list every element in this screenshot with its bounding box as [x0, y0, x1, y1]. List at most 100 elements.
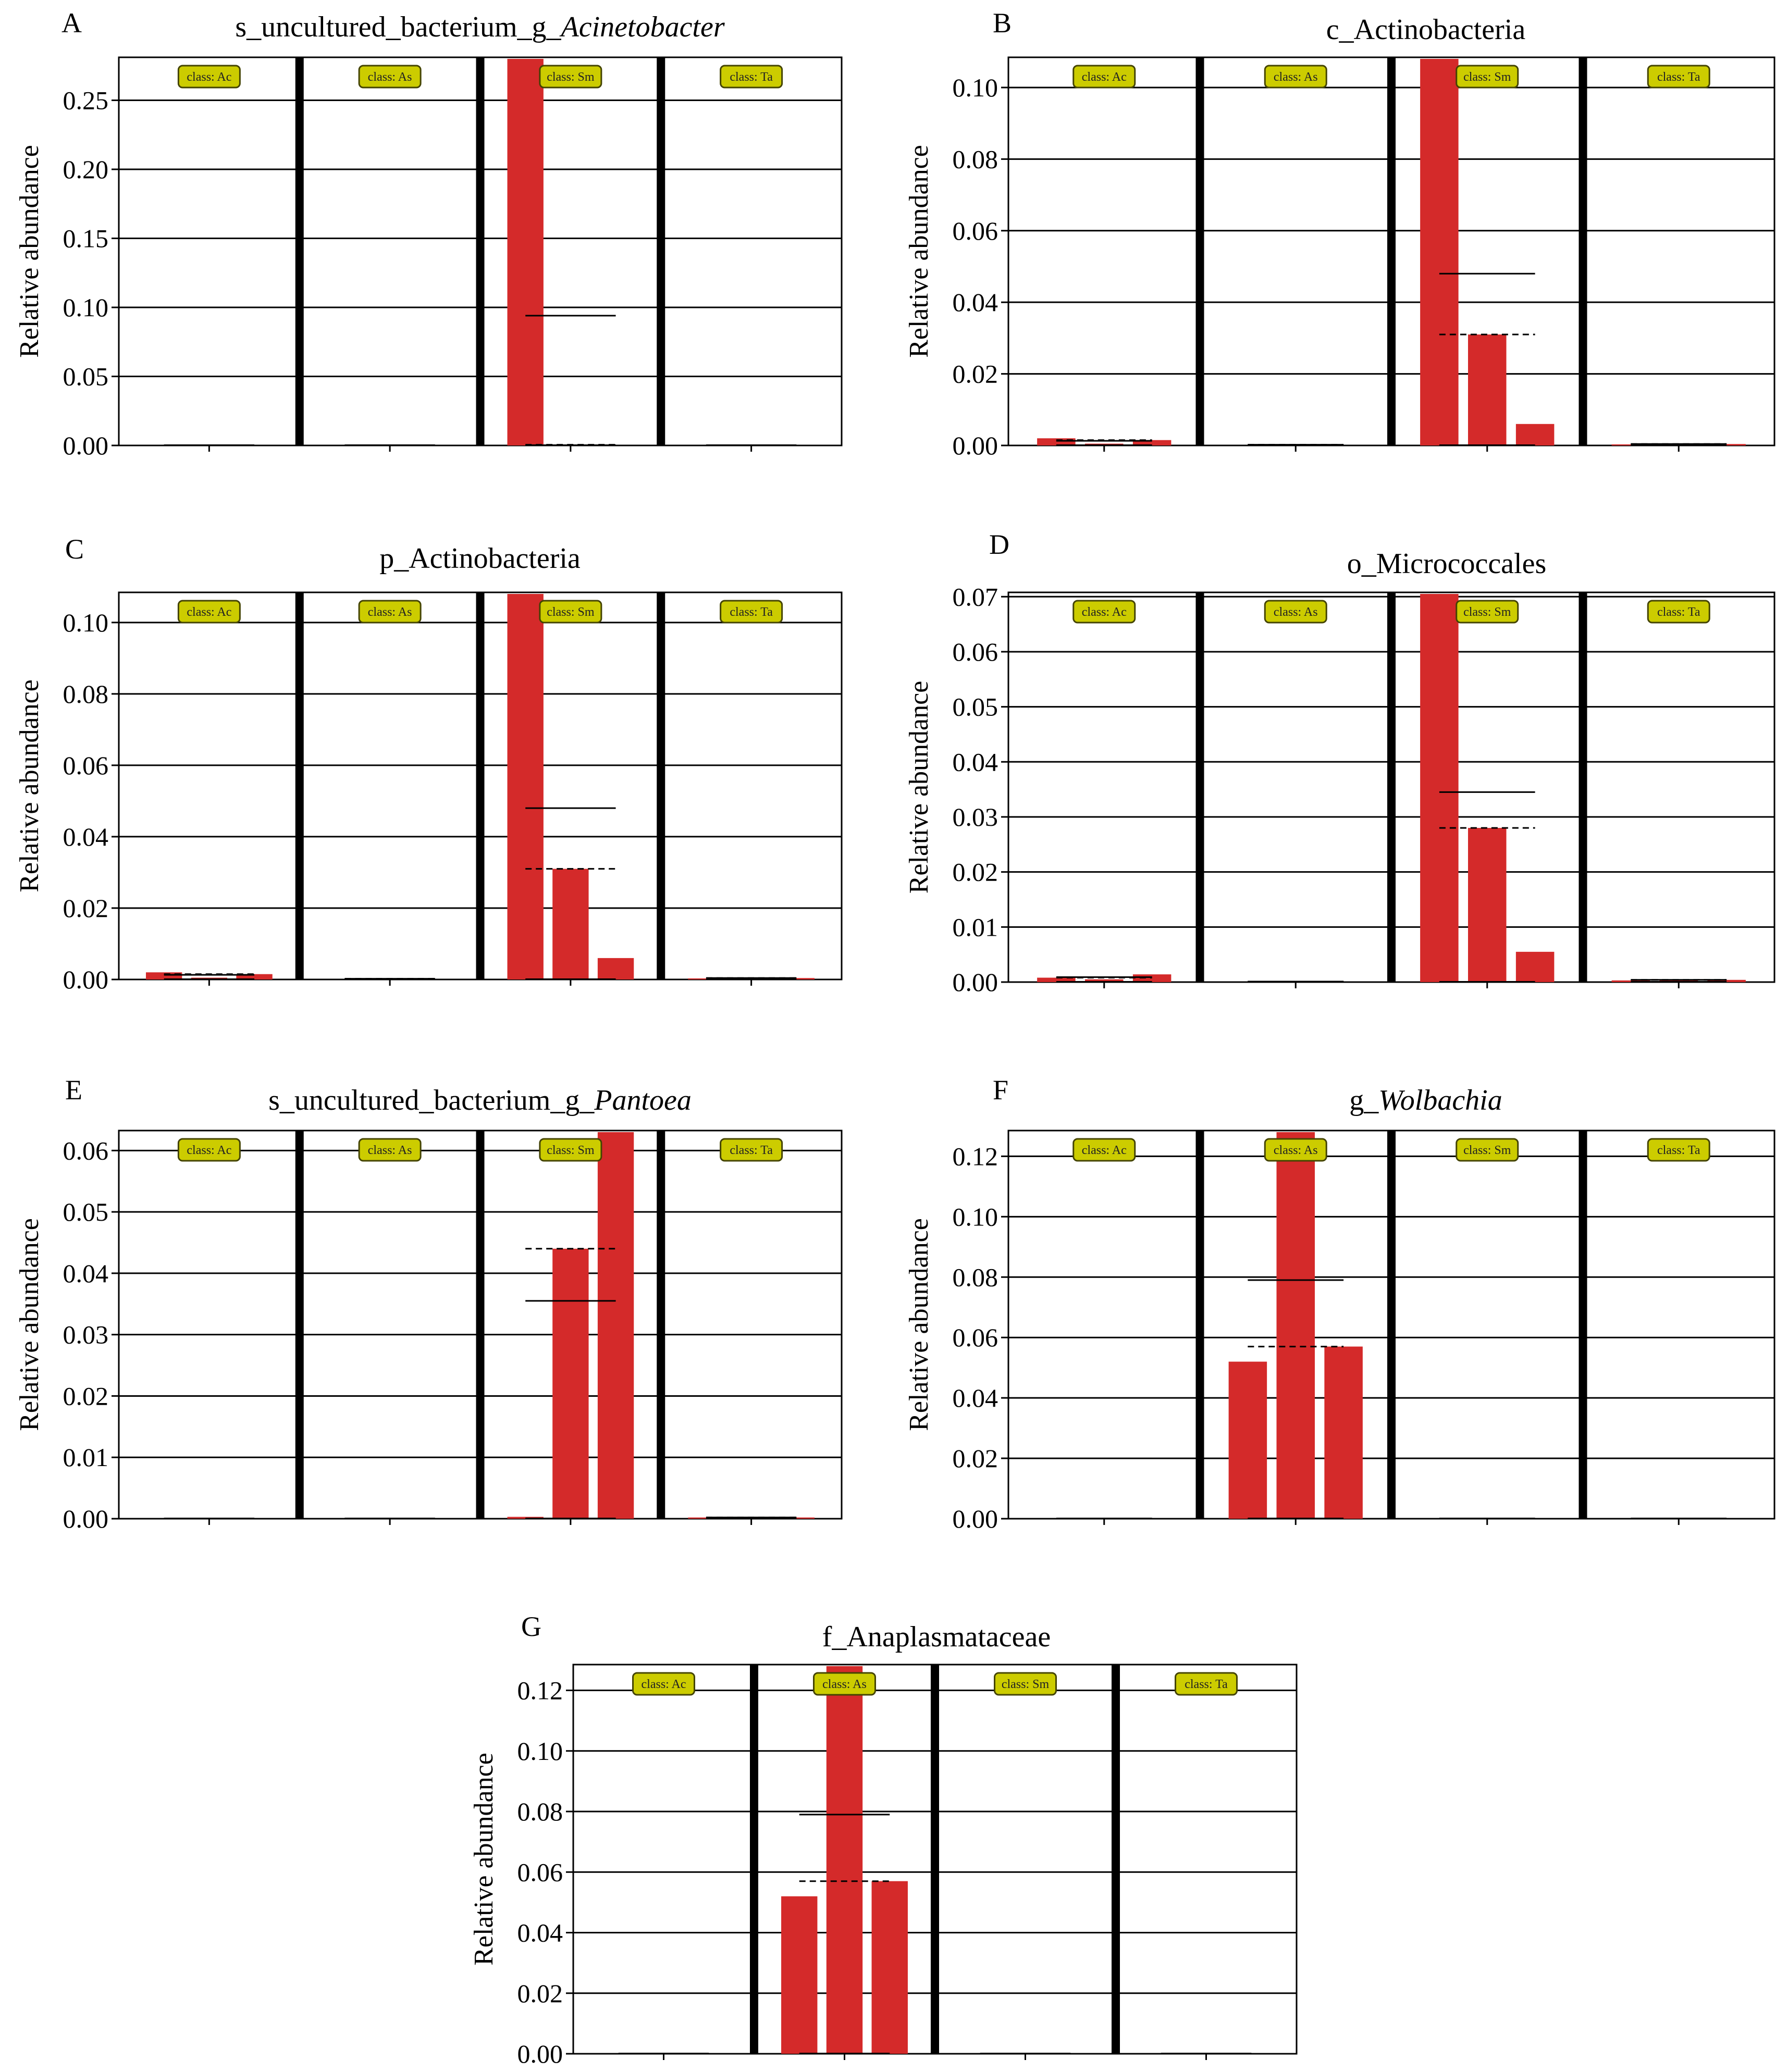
- class-badge: [539, 600, 602, 624]
- class-badge: [177, 65, 241, 89]
- chart-panel-d: Do_Micrococcales Relative abundance 0.00 0.…: [904, 529, 1775, 997]
- class-badge-label: class: Sm: [547, 1144, 595, 1157]
- bar: [871, 1881, 908, 2054]
- class-badge: [994, 1672, 1057, 1696]
- bar: [1037, 977, 1076, 982]
- y-tick-label: 0.10: [517, 1736, 563, 1766]
- chart-title-prefix: s_uncultured_bacterium_g_: [268, 1084, 595, 1116]
- class-badge-label: class: As: [368, 1144, 412, 1157]
- chart-title-italic: Wolbachia: [1378, 1084, 1502, 1116]
- y-tick-label: 0.00: [953, 431, 998, 460]
- class-badge-label: class: As: [368, 605, 412, 619]
- bar: [507, 59, 544, 445]
- y-axis-label: Relative abundance: [15, 145, 44, 358]
- chart-title: g_Wolbachia: [1349, 1084, 1502, 1116]
- y-tick-label: 0.03: [953, 802, 998, 832]
- bar: [1132, 440, 1172, 445]
- class-badge: [358, 1138, 422, 1162]
- chart-title-italic: Acinetobacter: [559, 11, 725, 43]
- y-tick-label: 0.12: [517, 1676, 563, 1705]
- panel-letter: C: [65, 533, 84, 565]
- y-tick-label: 0.12: [953, 1142, 998, 1171]
- panel-letter: A: [61, 7, 82, 39]
- class-badge-label: class: As: [822, 1678, 867, 1691]
- y-axis-label: Relative abundance: [904, 681, 934, 894]
- class-badge: [720, 65, 783, 89]
- class-badge: [1072, 600, 1136, 624]
- panel-letter: F: [993, 1074, 1008, 1106]
- class-badge-label: class: Ta: [730, 70, 773, 84]
- y-tick-label: 0.06: [953, 1323, 998, 1352]
- y-tick-label: 0.01: [63, 1443, 109, 1472]
- y-axis-label: Relative abundance: [469, 1753, 499, 1966]
- panel-letter: D: [989, 529, 1009, 560]
- y-tick-label: 0.05: [63, 1197, 109, 1226]
- class-badge: [1647, 1138, 1710, 1162]
- class-badge: [539, 65, 602, 89]
- chart-title: p_Actinobacteria: [379, 542, 581, 575]
- y-tick-label: 0.05: [63, 362, 109, 391]
- chart-title-prefix: s_uncultured_bacterium_g_: [235, 11, 561, 43]
- y-tick-label: 0.04: [517, 1918, 563, 1947]
- class-badge: [1072, 1138, 1136, 1162]
- class-badge-label: class: Ta: [1657, 605, 1700, 619]
- class-badge-label: class: Ta: [730, 605, 773, 619]
- bar: [1420, 59, 1459, 445]
- class-badge: [1264, 65, 1327, 89]
- class-badge-label: class: Ac: [187, 1144, 231, 1157]
- chart-title-prefix: c_Actinobacteria: [1326, 14, 1526, 46]
- class-badge: [1456, 1138, 1519, 1162]
- y-axis-label: Relative abundance: [15, 679, 44, 892]
- chart-title: s_uncultured_bacterium_g_Acinetobacter: [235, 11, 724, 43]
- chart-title-prefix: g_: [1349, 1084, 1379, 1116]
- y-axis-label: Relative abundance: [904, 1218, 934, 1431]
- y-tick-label: 0.10: [953, 73, 998, 102]
- y-tick-label: 0.02: [63, 894, 109, 923]
- y-tick-label: 0.10: [63, 293, 109, 322]
- class-badge: [539, 1138, 602, 1162]
- class-badge-label: class: Sm: [1002, 1678, 1050, 1691]
- class-badge-label: class: As: [1274, 70, 1318, 84]
- bar: [1468, 828, 1507, 982]
- y-tick-label: 0.15: [63, 224, 109, 253]
- y-tick-label: 0.04: [953, 747, 998, 776]
- y-tick-label: 0.02: [953, 359, 998, 389]
- class-badge-label: class: Ac: [1082, 1144, 1127, 1157]
- class-badge: [177, 1138, 241, 1162]
- bar: [781, 1896, 818, 2054]
- y-tick-label: 0.20: [63, 155, 109, 184]
- chart-title-italic: Pantoea: [594, 1084, 692, 1116]
- bar: [507, 594, 544, 979]
- bar: [552, 868, 589, 979]
- y-axis-label: Relative abundance: [15, 1218, 44, 1431]
- class-badge: [1264, 600, 1327, 624]
- y-tick-label: 0.04: [63, 822, 109, 851]
- class-badge: [813, 1672, 876, 1696]
- chart-title: f_Anaplasmataceae: [822, 1621, 1051, 1653]
- class-badge-label: class: Ac: [187, 70, 231, 84]
- class-badge-label: class: Ac: [1082, 70, 1127, 84]
- bar: [1515, 424, 1555, 445]
- class-badge-label: class: Ac: [1082, 605, 1127, 619]
- y-tick-label: 0.25: [63, 86, 109, 115]
- y-tick-label: 0.08: [63, 679, 109, 709]
- bar: [1324, 1346, 1363, 1519]
- class-badge: [1175, 1672, 1238, 1696]
- y-tick-label: 0.06: [517, 1857, 563, 1887]
- bar: [597, 958, 634, 979]
- class-badge: [1647, 65, 1710, 89]
- panel-letter: G: [521, 1611, 541, 1642]
- class-badge-label: class: As: [1274, 605, 1318, 619]
- y-tick-label: 0.00: [63, 965, 109, 994]
- y-tick-label: 0.06: [953, 216, 998, 245]
- class-badge: [177, 600, 241, 624]
- class-badge-label: class: As: [1274, 1144, 1318, 1157]
- class-badge-label: class: Ta: [1657, 70, 1700, 84]
- class-badge: [1072, 65, 1136, 89]
